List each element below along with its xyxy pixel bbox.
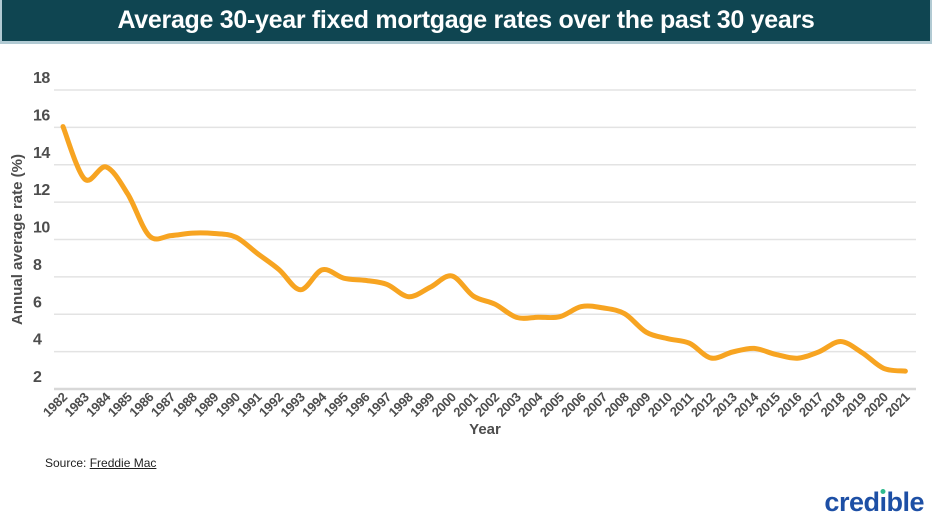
- y-tick-label: 14: [33, 145, 50, 162]
- source-line: Source: Freddie Mac: [45, 456, 156, 470]
- y-tick-label: 2: [33, 369, 42, 386]
- logo-text-suffix: ble: [886, 487, 924, 517]
- page-title: Average 30-year fixed mortgage rates ove…: [117, 6, 815, 34]
- source-label: Source:: [45, 456, 90, 470]
- header-banner: Average 30-year fixed mortgage rates ove…: [0, 0, 932, 44]
- y-axis-title: Annual average rate (%): [9, 154, 26, 325]
- y-tick-label: 18: [33, 70, 50, 87]
- credible-logo: cred ıble: [824, 488, 924, 516]
- x-tick-label: 2021: [882, 389, 912, 419]
- x-axis-title: Year: [469, 421, 501, 438]
- logo-dotless-i: ı: [879, 487, 887, 517]
- y-tick-label: 10: [33, 220, 50, 237]
- y-tick-label: 16: [33, 107, 50, 124]
- y-tick-label: 4: [33, 332, 42, 349]
- y-tick-label: 8: [33, 257, 42, 274]
- rate-line-series: [60, 124, 908, 374]
- y-tick-label: 6: [33, 294, 42, 311]
- logo-green-dot-icon: [880, 489, 886, 494]
- y-tick-label: 12: [33, 182, 50, 199]
- logo-text-prefix: cred: [824, 487, 880, 517]
- source-link-freddie-mac[interactable]: Freddie Mac: [89, 456, 157, 470]
